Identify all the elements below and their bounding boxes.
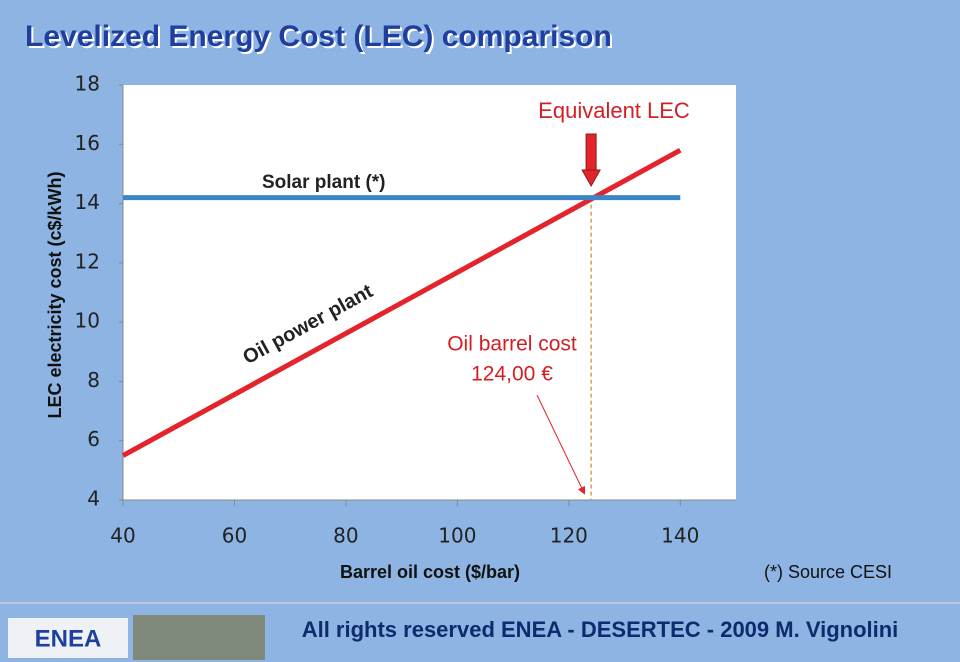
y-tick-label: 18: [75, 72, 100, 96]
x-tick-label: 120: [550, 524, 588, 548]
footer-logo: ENEA: [35, 625, 102, 652]
x-tick-label: 40: [110, 524, 135, 548]
footer-text: All rights reserved ENEA - DESERTEC - 20…: [302, 617, 899, 642]
y-tick-label: 4: [87, 487, 100, 511]
annotation-pointer: [536, 394, 586, 495]
y-axis-label: LEC electricity cost (c$/kWh): [45, 171, 65, 418]
series-line: [121, 148, 682, 458]
photo: [133, 615, 265, 660]
y-tick-label: 14: [75, 190, 100, 214]
equivalent-arrow-head: [581, 169, 601, 188]
y-tick-label: 6: [87, 427, 100, 451]
annotation: 124,00 €: [471, 363, 553, 386]
title: Levelized Energy Cost (LEC) comparison: [25, 20, 612, 53]
x-axis-label: Barrel oil cost ($/bar): [340, 562, 520, 582]
source-note: (*) Source CESI: [764, 562, 892, 582]
equivalent-arrow-shaft: [585, 133, 597, 171]
x-tick-label: 60: [222, 524, 247, 548]
y-tick-label: 16: [75, 131, 100, 155]
y-tick-label: 12: [75, 249, 100, 273]
x-tick-label: 140: [661, 524, 699, 548]
equivalent-label: Equivalent LEC: [538, 98, 690, 123]
plot-area: [123, 85, 736, 500]
y-tick-label: 8: [87, 368, 100, 392]
annotation: Oil barrel cost: [447, 333, 577, 356]
x-tick-label: 80: [333, 524, 358, 548]
title-shadow: Levelized Energy Cost (LEC) comparison: [27, 22, 614, 55]
logo-box: [8, 618, 128, 658]
series-label: Solar plant (*): [262, 172, 386, 193]
y-tick-label: 10: [75, 309, 100, 333]
x-tick-label: 100: [438, 524, 476, 548]
